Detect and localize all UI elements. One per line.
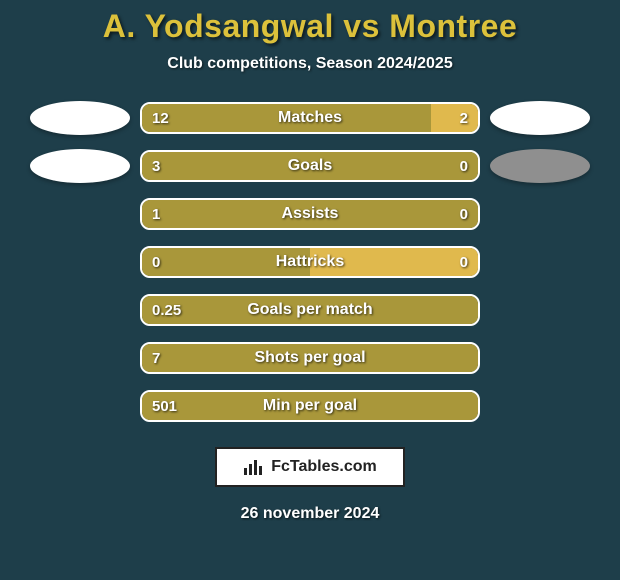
- player-left-ellipse: [30, 389, 130, 423]
- stat-value-left: 0: [152, 248, 160, 276]
- player-left-ellipse: [30, 245, 130, 279]
- stat-value-left: 12: [152, 104, 169, 132]
- player-left-ellipse: [30, 341, 130, 375]
- stat-value-left: 1: [152, 200, 160, 228]
- stat-value-right: 0: [460, 200, 468, 228]
- stat-bar: Hattricks0 0: [140, 246, 480, 278]
- stat-row: Hattricks0 0: [10, 245, 610, 279]
- player-left-ellipse: [30, 293, 130, 327]
- player-right-ellipse: [490, 245, 590, 279]
- player-right-ellipse: [490, 197, 590, 231]
- stat-label: Goals per match: [142, 296, 478, 324]
- player-left-ellipse: [30, 149, 130, 183]
- stat-label: Assists: [142, 200, 478, 228]
- stat-bar: Matches12 2: [140, 102, 480, 134]
- stat-value-left: 0.25: [152, 296, 181, 324]
- player-left-ellipse: [30, 197, 130, 231]
- stat-value-right: 0: [460, 248, 468, 276]
- footer-logo: FcTables.com: [215, 447, 405, 487]
- stat-bar: Goals3 0: [140, 150, 480, 182]
- stat-value-left: 3: [152, 152, 160, 180]
- stat-label: Matches: [142, 104, 478, 132]
- stat-label: Shots per goal: [142, 344, 478, 372]
- stat-label: Min per goal: [142, 392, 478, 420]
- stat-row: Goals3 0: [10, 149, 610, 183]
- stat-bar: Goals per match0.25: [140, 294, 480, 326]
- stat-label: Goals: [142, 152, 478, 180]
- player-left-ellipse: [30, 101, 130, 135]
- stat-bar: Shots per goal7: [140, 342, 480, 374]
- stat-row: Shots per goal7: [10, 341, 610, 375]
- player-right-ellipse: [490, 389, 590, 423]
- infographic-container: A. Yodsangwal vs Montree Club competitio…: [0, 0, 620, 580]
- player-right-ellipse: [490, 341, 590, 375]
- player-right-ellipse: [490, 101, 590, 135]
- stat-value-right: 2: [460, 104, 468, 132]
- stat-label: Hattricks: [142, 248, 478, 276]
- player-right-ellipse: [490, 149, 590, 183]
- stat-value-right: 0: [460, 152, 468, 180]
- stat-value-left: 7: [152, 344, 160, 372]
- stat-row: Matches12 2: [10, 101, 610, 135]
- page-title: A. Yodsangwal vs Montree: [103, 8, 517, 45]
- stat-value-left: 501: [152, 392, 177, 420]
- bars-icon: [243, 458, 265, 476]
- stat-bar: Min per goal501: [140, 390, 480, 422]
- footer-date: 26 november 2024: [241, 505, 380, 523]
- player-right-ellipse: [490, 293, 590, 327]
- stat-rows: Matches122Goals30Assists10Hattricks00Goa…: [10, 101, 610, 437]
- stat-row: Min per goal501: [10, 389, 610, 423]
- stat-row: Goals per match0.25: [10, 293, 610, 327]
- subtitle: Club competitions, Season 2024/2025: [167, 55, 452, 73]
- stat-bar: Assists1 0: [140, 198, 480, 230]
- stat-row: Assists1 0: [10, 197, 610, 231]
- logo-text: FcTables.com: [271, 458, 377, 476]
